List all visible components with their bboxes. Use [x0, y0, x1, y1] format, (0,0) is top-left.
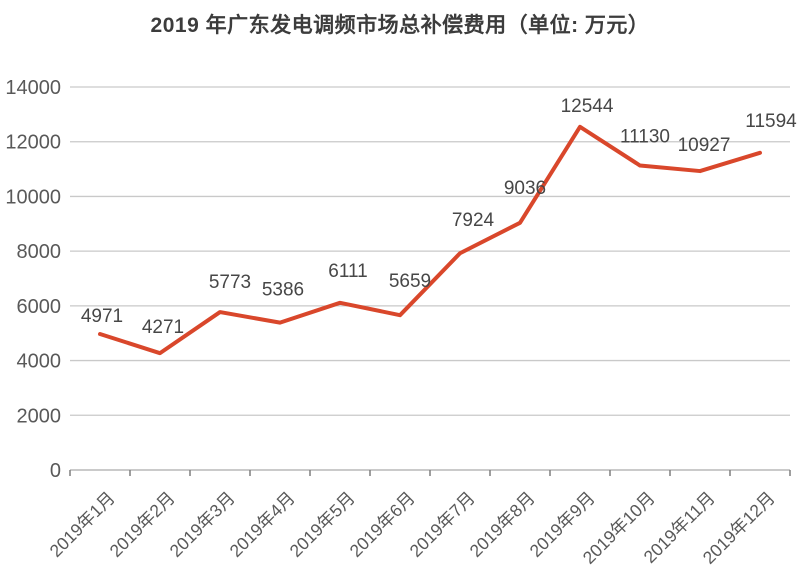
data-label: 6111 [328, 261, 367, 282]
data-label: 5773 [209, 272, 251, 293]
y-axis-tick-label: 6000 [17, 296, 62, 318]
data-label: 4271 [142, 317, 184, 338]
line-chart: 020004000600080001000012000140002019年1月2… [5, 77, 797, 568]
data-label: 9036 [504, 178, 546, 199]
data-label: 12544 [561, 96, 614, 117]
y-axis-tick-label: 0 [50, 460, 61, 482]
data-label: 10927 [678, 135, 731, 156]
y-axis-tick-label: 4000 [17, 351, 62, 373]
data-label: 11130 [620, 127, 670, 148]
chart-title: 2019 年广东发电调频市场总补偿费用（单位: 万元） [150, 14, 650, 37]
data-label: 5659 [389, 271, 431, 292]
y-axis-tick-label: 12000 [5, 132, 61, 154]
y-axis-tick-label: 8000 [17, 241, 62, 263]
data-series-line [98, 124, 762, 356]
y-axis-tick-label: 10000 [5, 186, 61, 208]
data-label: 4971 [81, 306, 123, 327]
data-label: 7924 [452, 210, 495, 231]
y-axis-tick-label: 2000 [17, 405, 62, 427]
y-axis-tick-label: 14000 [5, 77, 61, 99]
data-label: 5386 [262, 280, 304, 301]
data-label: 11594 [745, 111, 797, 132]
